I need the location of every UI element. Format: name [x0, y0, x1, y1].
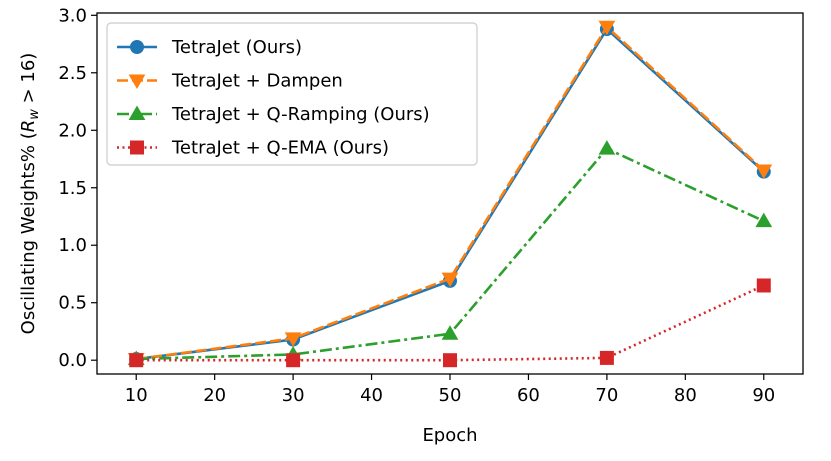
legend-entry-2: TetraJet + Dampen	[117, 71, 343, 92]
y-axis-label: Oscillating Weights% (Rw > 16)	[18, 53, 42, 335]
legend-entry-3: TetraJet + Q-Ramping (Ours)	[117, 104, 430, 125]
y-tick-label: 0.5	[58, 293, 87, 314]
y-tick-label: 2.5	[58, 63, 87, 84]
plot-area	[127, 20, 773, 368]
x-tick-label: 40	[360, 385, 383, 406]
data-point	[129, 353, 144, 368]
x-tick-label: 80	[674, 385, 697, 406]
series-3	[127, 140, 773, 366]
data-point	[443, 353, 457, 368]
x-tick-label: 10	[125, 385, 148, 406]
x-tick-label: 30	[282, 385, 305, 406]
legend-marker	[130, 40, 144, 54]
x-tick-label: 50	[439, 385, 462, 406]
y-axis-label-subscript: w	[27, 109, 42, 120]
series-line	[136, 24, 765, 361]
x-tick-label: 90	[752, 385, 775, 406]
data-point	[441, 272, 459, 288]
y-axis-label-suffix: > 16)	[18, 53, 39, 109]
data-point	[756, 278, 771, 293]
data-point	[599, 350, 614, 365]
legend: TetraJet (Ours) TetraJet + Dampen TetraJet…	[106, 22, 478, 166]
axes: 10 20 30 40 50 60 70 80 90 0.0 0.5 1.0 1.5 2.0 2.5 3.0 E…	[18, 5, 804, 446]
x-axis-label: Epoch	[422, 425, 477, 446]
legend-label: TetraJet + Q-Ramping (Ours)	[171, 104, 430, 125]
data-point	[286, 353, 301, 368]
data-point	[755, 212, 773, 228]
data-point	[755, 164, 773, 180]
legend-entry-1: TetraJet (Ours)	[117, 37, 302, 58]
series-line	[136, 284, 765, 362]
data-point	[598, 140, 616, 155]
data-point	[598, 20, 616, 36]
x-tick-label: 20	[203, 385, 226, 406]
y-tick-label: 3.0	[58, 5, 87, 26]
legend-label: TetraJet + Dampen	[171, 71, 343, 92]
series-4	[129, 278, 771, 368]
legend-marker	[128, 74, 146, 90]
data-point	[284, 332, 302, 347]
x-tick-label: 60	[517, 385, 540, 406]
y-axis-label-symbol: R	[18, 120, 39, 133]
legend-marker	[128, 105, 146, 120]
data-point	[441, 325, 459, 340]
legend-label: TetraJet (Ours)	[171, 37, 302, 58]
legend-entry-4: TetraJet + Q-EMA (Ours)	[117, 138, 389, 159]
legend-marker	[130, 140, 144, 155]
legend-box	[106, 22, 478, 166]
legend-label: TetraJet + Q-EMA (Ours)	[171, 138, 389, 159]
x-tick-label: 70	[595, 385, 618, 406]
y-tick-label: 1.0	[58, 235, 87, 256]
y-tick-label: 0.0	[58, 350, 87, 371]
y-axis-label-prefix: Oscillating Weights% (	[18, 132, 39, 334]
y-tick-label: 1.5	[58, 178, 87, 199]
y-tick-label: 2.0	[58, 120, 87, 141]
